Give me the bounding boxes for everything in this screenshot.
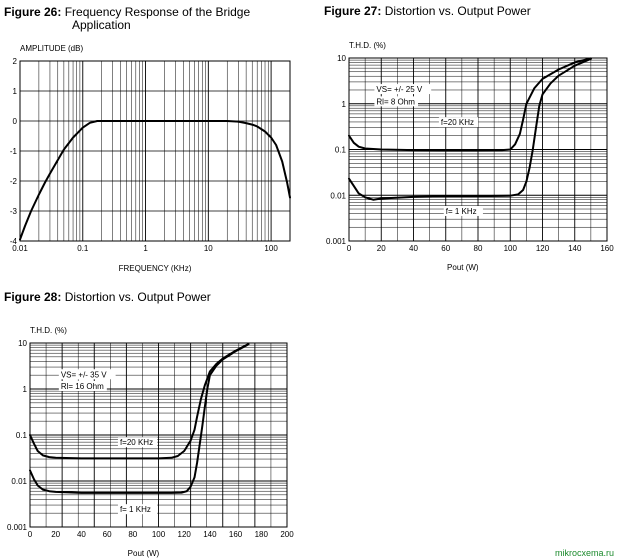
figure-27-title: Figure 27: Distortion vs. Output Power xyxy=(324,5,531,18)
figure-28-title-text: Distortion vs. Output Power xyxy=(64,290,211,304)
x-tick-label: 140 xyxy=(568,244,582,253)
y-tick-label: 1 xyxy=(23,385,28,394)
x-tick-label: 60 xyxy=(441,244,450,253)
x-tick-label: 80 xyxy=(474,244,483,253)
x-tick-label: 200 xyxy=(280,530,294,539)
y-tick-label: 10 xyxy=(18,339,27,348)
figure-26-title: Figure 26: Frequency Response of the Bri… xyxy=(4,6,250,32)
y-tick-label: 0.1 xyxy=(16,431,28,440)
y-tick-label: -1 xyxy=(10,147,18,156)
annotation-label: f=20 KHz xyxy=(120,438,153,447)
x-tick-label: 160 xyxy=(229,530,243,539)
chart-fig28: 0 20 40 60 80 100 120 140 160 180 200 10 1 0.1 0.01 0.0… xyxy=(7,326,294,558)
x-tick-label: 40 xyxy=(409,244,418,253)
figure-26-title-text: Frequency Response of the Bridge xyxy=(64,5,251,19)
y-tick-label: 1 xyxy=(13,87,18,96)
x-tick-label: 20 xyxy=(377,244,386,253)
annotation-label: Rl= 16 Ohm xyxy=(61,382,104,391)
annotation-label: Rl= 8 Ohm xyxy=(376,97,415,106)
figure-27-title-text: Distortion vs. Output Power xyxy=(384,4,531,18)
x-tick-label: 100 xyxy=(152,530,166,539)
y-tick-label: 10 xyxy=(337,54,346,63)
annotation-bg xyxy=(58,381,107,391)
x-tick-label: 80 xyxy=(128,530,137,539)
figure-28-title: Figure 28: Distortion vs. Output Power xyxy=(4,291,211,304)
x-tick-label: 120 xyxy=(536,244,550,253)
annotation-bg xyxy=(443,205,483,216)
x-axis-label: Pout (W) xyxy=(447,263,479,272)
y-tick-label: 0.1 xyxy=(335,146,347,155)
series-line-1 xyxy=(348,57,592,152)
annotation-bg xyxy=(374,96,419,107)
x-axis-label: FREQUENCY (KHz) xyxy=(119,264,192,273)
annotation-label: f= 1 KHz xyxy=(446,207,477,216)
x-tick-label: 40 xyxy=(77,530,86,539)
y-tick-label: 0 xyxy=(13,117,18,126)
x-tick-label: 0.01 xyxy=(12,244,28,253)
y-tick-label: 1 xyxy=(342,100,347,109)
figure-26-label: Figure 26: xyxy=(4,5,62,19)
series-line-1 xyxy=(19,120,291,241)
y-tick-label: 0.01 xyxy=(330,191,346,200)
x-tick-label: 100 xyxy=(504,244,518,253)
x-axis-label: Pout (W) xyxy=(128,549,160,558)
x-tick-label: 160 xyxy=(600,244,614,253)
x-tick-label: 100 xyxy=(264,244,278,253)
x-tick-label: 0 xyxy=(347,244,352,253)
chart-fig27: 0 20 40 60 80 100 120 140 160 10 1 0.1 0.01 0.001 T.H.… xyxy=(326,41,614,272)
figure-27-label: Figure 27: xyxy=(324,4,382,18)
y-tick-label: 0.01 xyxy=(11,477,27,486)
y-tick-label: 0.001 xyxy=(7,523,28,532)
series-line-1 xyxy=(29,343,250,460)
annotation-bg xyxy=(58,369,116,380)
grid-fig26 xyxy=(19,60,291,242)
x-tick-label: 10 xyxy=(204,244,213,253)
annotation-label: f= 1 KHz xyxy=(120,505,151,514)
series-line-2 xyxy=(29,343,250,494)
x-tick-label: 20 xyxy=(51,530,60,539)
y-tick-label: 2 xyxy=(13,57,18,66)
y-axis-label: T.H.D. (%) xyxy=(349,41,386,50)
annotation-bg xyxy=(117,504,158,515)
y-tick-label: -4 xyxy=(10,237,18,246)
plot-frame xyxy=(19,60,291,242)
x-tick-label: 140 xyxy=(203,530,217,539)
x-tick-label: 120 xyxy=(178,530,192,539)
x-tick-label: 0.1 xyxy=(77,244,89,253)
figure-26-title-line2: Application xyxy=(72,18,131,32)
annotation-label: VS= +/- 35 V xyxy=(61,370,107,379)
plot-frame xyxy=(348,57,608,242)
x-tick-label: 180 xyxy=(255,530,269,539)
watermark: mikrocxema.ru xyxy=(554,548,614,558)
annotation-label: VS= +/- 25 V xyxy=(376,85,422,94)
y-axis-label: AMPLITUDE (dB) xyxy=(20,44,83,53)
annotation-bg xyxy=(438,117,479,128)
x-tick-label: 60 xyxy=(103,530,112,539)
figure-28-label: Figure 28: xyxy=(4,290,62,304)
y-tick-label: -3 xyxy=(10,207,18,216)
y-tick-label: 0.001 xyxy=(326,237,347,246)
annotation-bg xyxy=(374,84,432,95)
x-tick-label: 0 xyxy=(28,530,33,539)
series-line-2 xyxy=(348,57,592,201)
annotation-label: f=20 KHz xyxy=(441,118,474,127)
annotation-bg xyxy=(117,437,158,448)
y-axis-label: T.H.D. (%) xyxy=(30,326,67,335)
x-tick-label: 1 xyxy=(143,244,148,253)
y-tick-label: -2 xyxy=(10,177,18,186)
